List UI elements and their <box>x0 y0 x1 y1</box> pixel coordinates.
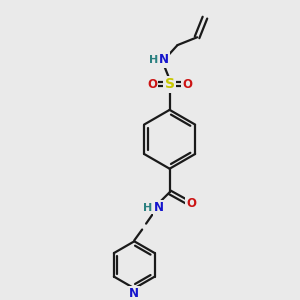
Text: N: N <box>129 287 139 300</box>
Text: O: O <box>182 78 192 91</box>
Text: H: H <box>143 203 153 213</box>
Text: O: O <box>147 78 157 91</box>
Text: N: N <box>154 202 164 214</box>
Text: S: S <box>165 77 175 92</box>
Text: H: H <box>149 55 158 65</box>
Text: N: N <box>159 53 169 66</box>
Text: O: O <box>186 196 196 209</box>
